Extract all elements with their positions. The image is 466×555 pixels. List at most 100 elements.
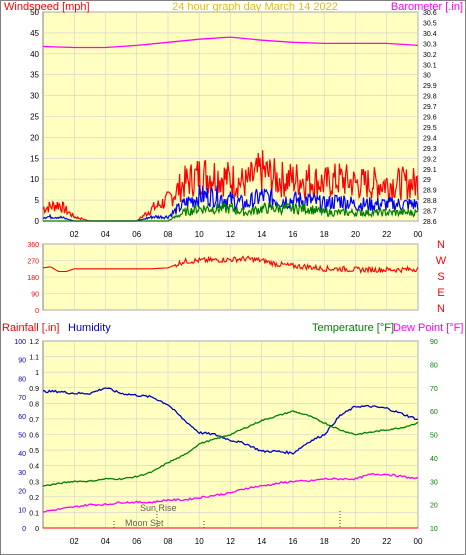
barometer-y-tick: 29.8 <box>423 94 437 101</box>
chart-title: 24 hour graph day March 14 2022 <box>172 1 338 13</box>
barometer-y-tick: 29.5 <box>423 125 437 132</box>
rain-y-tick: 0.6 <box>29 433 39 440</box>
rain-y-tick: 0.8 <box>29 401 39 408</box>
temperature-y-tick: 30 <box>430 479 438 486</box>
wind-y-tick: 10 <box>30 175 39 184</box>
rain-y-tick: 1.1 <box>29 355 39 362</box>
humidity-y-tick: 80 <box>18 376 26 383</box>
rain-y-tick: 0.7 <box>29 417 39 424</box>
dewpoint-axis-label: Dew Point [°F] <box>393 322 463 334</box>
thermo-x-tick: 18 <box>320 537 329 546</box>
barometer-y-tick: 29.4 <box>423 135 437 142</box>
barometer-y-tick: 30.5 <box>423 20 437 27</box>
barometer-axis-label: Barometer [.in] <box>391 1 463 13</box>
wind-x-tick: 22 <box>382 230 391 239</box>
temperature-y-tick: 90 <box>430 339 438 346</box>
rain-y-tick: 1 <box>35 370 39 377</box>
temperature-y-tick: 20 <box>430 503 438 510</box>
barometer-y-tick: 30.4 <box>423 31 437 38</box>
wind-y-tick: 30 <box>30 92 39 101</box>
thermo-x-tick: 04 <box>101 537 110 546</box>
wind-y-tick: 5 <box>35 196 40 205</box>
barometer-y-tick: 28.9 <box>423 188 437 195</box>
thermo-x-tick: 22 <box>382 537 391 546</box>
barometer-y-tick: 30.2 <box>423 52 437 59</box>
humidity-axis-label: Humidity <box>68 322 111 334</box>
wind-y-tick: 0 <box>35 217 40 226</box>
barometer-y-tick: 29.1 <box>423 167 437 174</box>
barometer-y-tick: 29.2 <box>423 156 437 163</box>
thermo-x-tick: 16 <box>289 537 298 546</box>
dewpoint-line <box>42 472 419 513</box>
compass-label: W <box>436 255 447 267</box>
direction-y-tick: 360 <box>27 242 39 249</box>
wind-x-tick: 12 <box>226 230 235 239</box>
temperature-y-tick: 80 <box>430 362 438 369</box>
humidity-y-tick: 30 <box>18 470 26 477</box>
barometer-y-tick: 29.3 <box>423 146 437 153</box>
thermo-x-tick: 02 <box>70 537 79 546</box>
thermo-x-tick: 12 <box>226 537 235 546</box>
temperature-y-tick: 10 <box>430 526 438 533</box>
wind-y-tick: 20 <box>30 133 39 142</box>
wind-x-tick: 10 <box>195 230 204 239</box>
humidity-y-tick: 100 <box>14 339 26 346</box>
wind-x-tick: 02 <box>70 230 79 239</box>
wind-x-tick: 06 <box>132 230 141 239</box>
barometer-y-tick: 28.8 <box>423 198 437 205</box>
temperature-y-tick: 70 <box>430 386 438 393</box>
direction-y-tick: 0 <box>35 308 39 315</box>
barometer-y-tick: 30 <box>423 73 431 80</box>
rain-axis-label: Rainfall [.in] <box>2 322 59 334</box>
humidity-y-tick: 70 <box>18 395 26 402</box>
thermo-x-tick: 06 <box>132 537 141 546</box>
barometer-y-tick: 29.9 <box>423 83 437 90</box>
compass-label: E <box>437 287 444 299</box>
wind-y-tick: 25 <box>30 113 39 122</box>
sun-rise-label: Sun Rise <box>140 503 177 513</box>
rain-y-tick: 0.2 <box>29 495 39 502</box>
rain-y-tick: 0.9 <box>29 386 39 393</box>
thermo-x-tick: 08 <box>164 537 173 546</box>
humidity-y-tick: 90 <box>18 358 26 365</box>
wind-x-tick: 16 <box>289 230 298 239</box>
rain-y-tick: 0 <box>35 526 39 533</box>
temperature-y-tick: 40 <box>430 456 438 463</box>
rain-y-tick: 0.3 <box>29 479 39 486</box>
humidity-line <box>42 387 419 455</box>
thermo-x-tick: 14 <box>257 537 266 546</box>
wind-y-tick: 35 <box>30 71 39 80</box>
barometer-y-tick: 28.7 <box>423 209 437 216</box>
direction-line <box>42 255 419 274</box>
humidity-y-tick: 0 <box>22 526 26 533</box>
compass-label: S <box>437 271 444 283</box>
thermo-x-tick: 00 <box>414 537 423 546</box>
thermo-x-tick: 10 <box>195 537 204 546</box>
wind-axis-label: Windspeed [mph] <box>4 1 90 13</box>
barometer-y-tick: 30.3 <box>423 41 437 48</box>
thermo-x-tick: 20 <box>351 537 360 546</box>
barometer-y-tick: 28.6 <box>423 219 437 226</box>
humidity-y-tick: 10 <box>18 507 26 514</box>
barometer-y-tick: 29.6 <box>423 115 437 122</box>
direction-y-tick: 270 <box>27 259 39 266</box>
temperature-y-tick: 50 <box>430 433 438 440</box>
barometer-y-tick: 29 <box>423 177 431 184</box>
rain-y-tick: 0.5 <box>29 448 39 455</box>
humidity-y-tick: 50 <box>18 433 26 440</box>
direction-y-tick: 180 <box>27 275 39 282</box>
wind-y-tick: 15 <box>30 154 39 163</box>
humidity-y-tick: 60 <box>18 414 26 421</box>
wind-series-line <box>43 201 419 222</box>
wind-x-tick: 00 <box>414 230 423 239</box>
temperature-y-tick: 60 <box>430 409 438 416</box>
compass-label: N <box>437 303 445 315</box>
wind-x-tick: 04 <box>101 230 110 239</box>
rain-y-tick: 0.4 <box>29 464 39 471</box>
moon-set-label: Moon Set <box>125 518 164 528</box>
barometer-y-tick: 30.6 <box>423 10 437 17</box>
temperature-axis-label: Temperature [°F] <box>312 322 394 334</box>
wind-x-tick: 18 <box>320 230 329 239</box>
barometer-y-tick: 29.7 <box>423 104 437 111</box>
